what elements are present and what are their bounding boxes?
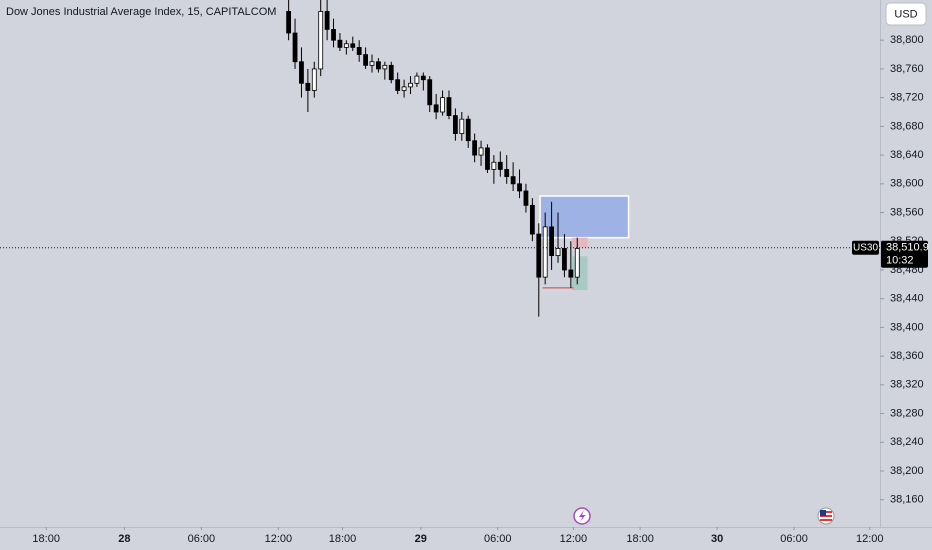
candle-body [292, 32, 298, 63]
candle-body [555, 248, 561, 257]
symbol-label: US30 [853, 242, 878, 253]
y-tick-label: 38,280 [890, 407, 924, 419]
candle-body [452, 115, 458, 134]
x-tick-label: 18:00 [32, 533, 60, 545]
x-tick-label: 06:00 [188, 533, 216, 545]
candle-body [465, 118, 471, 142]
candle-body [536, 233, 542, 278]
candle-body [408, 82, 413, 88]
candle-body [414, 75, 420, 84]
candle-body [427, 79, 433, 106]
x-tick-label: 06:00 [780, 533, 808, 545]
y-tick-label: 38,440 [890, 293, 924, 305]
currency-button[interactable] [885, 2, 927, 26]
y-tick-label: 38,680 [890, 120, 924, 132]
y-tick-label: 38,560 [890, 206, 924, 218]
y-tick-label: 38,320 [890, 379, 924, 391]
x-tick-label: 18:00 [626, 533, 654, 545]
candle-body [395, 79, 401, 91]
candle-body [574, 248, 580, 278]
candle-body [324, 11, 330, 30]
x-tick-label: 29 [415, 533, 427, 545]
y-tick-label: 38,240 [890, 436, 924, 448]
candle-body [305, 82, 311, 91]
candle-body [286, 11, 292, 34]
symbol-badge [852, 240, 879, 255]
drawing-zone [539, 195, 630, 239]
y-tick-label: 38,720 [890, 92, 924, 104]
candle-body [459, 118, 465, 134]
candle-body [369, 61, 375, 66]
x-tick-label: 30 [711, 533, 723, 545]
drawing-zone [572, 256, 588, 291]
x-tick-label: 12:00 [265, 533, 293, 545]
x-tick-label: 18:00 [329, 533, 357, 545]
y-tick-label: 38,760 [890, 63, 924, 75]
candle-body [472, 140, 478, 156]
candle-body [420, 75, 426, 81]
candle-body [497, 161, 503, 170]
x-tick-label: 12:00 [856, 533, 884, 545]
x-tick-label: 28 [118, 533, 130, 545]
candle-body [388, 64, 394, 81]
flag-stripe[interactable] [820, 519, 832, 521]
y-tick-label: 38,800 [890, 34, 924, 46]
candle-body [542, 226, 548, 278]
candle-body [478, 147, 484, 156]
candle-body [549, 226, 555, 257]
candle-body [433, 104, 439, 113]
x-tick-label: 06:00 [484, 533, 512, 545]
candle-body [485, 147, 490, 170]
candle-body [446, 97, 452, 116]
event-icon[interactable] [573, 507, 591, 525]
candle-body [350, 43, 356, 48]
currency-label[interactable]: USD [894, 8, 917, 20]
y-tick-label: 38,400 [890, 321, 924, 333]
candle-body [523, 190, 529, 206]
x-tick-label: 12:00 [560, 533, 588, 545]
y-tick-label: 38,360 [890, 350, 924, 362]
candle-body [318, 11, 324, 70]
candle-body [440, 97, 445, 113]
candle-body [376, 61, 381, 70]
candle-body [504, 169, 510, 178]
candle-body [517, 183, 522, 192]
last-price-label: 38,510.9 [886, 242, 929, 254]
y-tick-label: 38,200 [890, 465, 924, 477]
candle-body [382, 64, 388, 70]
flag-canton[interactable] [820, 510, 826, 516]
y-tick-label: 38,600 [890, 178, 924, 190]
drawing-zone [572, 237, 588, 248]
candle-body [401, 86, 407, 91]
candle-body [356, 46, 362, 55]
candle-body [337, 39, 343, 48]
candle-body [331, 29, 336, 41]
candle-body [363, 54, 368, 66]
price-badge [881, 240, 928, 268]
countdown-label: 10:32 [886, 255, 914, 267]
candle-body [299, 61, 304, 84]
y-tick-label: 38,640 [890, 149, 924, 161]
candle-body [529, 204, 535, 235]
candle-body [311, 68, 317, 91]
chart-title: Dow Jones Industrial Average Index, 15, … [6, 6, 276, 18]
candle-body [491, 161, 497, 170]
flag-icon[interactable] [817, 507, 835, 525]
event-icon-bolt[interactable] [579, 510, 586, 522]
y-tick-label: 38,160 [890, 494, 924, 506]
candle-body [510, 176, 516, 185]
candle-body [343, 43, 349, 48]
candle-body [568, 269, 574, 278]
candle-body [562, 248, 567, 271]
